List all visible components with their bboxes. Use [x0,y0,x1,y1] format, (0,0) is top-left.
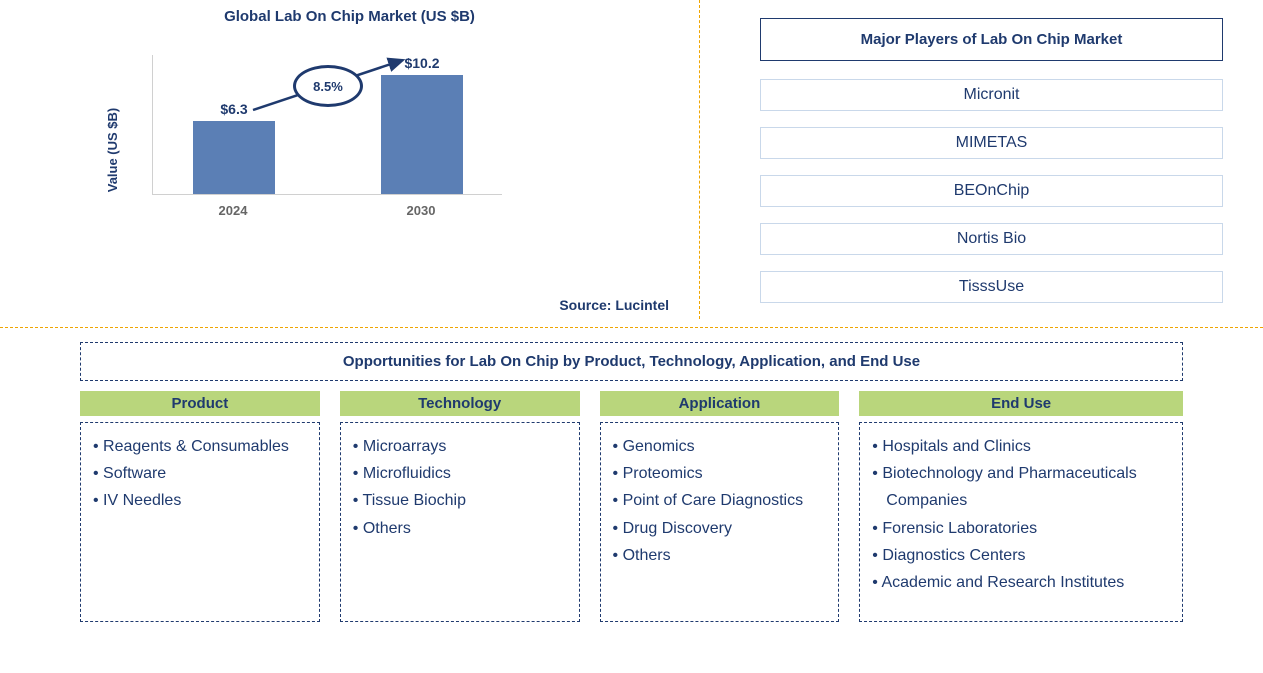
column-item: Microfluidics [353,460,567,487]
column-item: Genomics [613,433,827,460]
column-item: Point of Care Diagnostics [613,487,827,514]
column-item: Biotechnology and Pharmaceuticals Compan… [872,460,1170,514]
bar [193,121,275,195]
column-item: Drug Discovery [613,515,827,542]
bar-value-label: $10.2 [381,55,463,71]
column-header: End Use [859,391,1183,416]
growth-rate-ellipse: 8.5% [293,65,363,107]
opportunity-column: End Use Hospitals and ClinicsBiotechnolog… [859,391,1183,622]
column-item: Reagents & Consumables [93,433,307,460]
x-tick-label: 2030 [380,203,462,218]
column-header: Product [80,391,320,416]
column-body: GenomicsProteomicsPoint of Care Diagnost… [600,422,840,622]
y-axis-label: Value (US $B) [105,108,120,193]
column-body: Reagents & ConsumablesSoftwareIV Needles [80,422,320,622]
opportunities-columns: Product Reagents & ConsumablesSoftwareIV … [0,391,1263,622]
column-item: IV Needles [93,487,307,514]
column-item: Proteomics [613,460,827,487]
opportunity-column: Product Reagents & ConsumablesSoftwareIV … [80,391,320,622]
column-body: Hospitals and ClinicsBiotechnology and P… [859,422,1183,622]
plot-area: $6.3 $10.2 8.5% [152,55,502,195]
player-item: BEOnChip [760,175,1223,207]
column-body: MicroarraysMicrofluidicsTissue BiochipOt… [340,422,580,622]
chart-title: Global Lab On Chip Market (US $B) [20,8,679,25]
column-item: Others [353,515,567,542]
column-item: Academic and Research Institutes [872,569,1170,596]
bar-chart: Value (US $B) $6.3$10.2 8.5% 20242030 [140,55,560,245]
column-item: Others [613,542,827,569]
top-section: Global Lab On Chip Market (US $B) Value … [0,0,1263,328]
bar-value-label: $6.3 [193,101,275,117]
column-item: Diagnostics Centers [872,542,1170,569]
player-item: Micronit [760,79,1223,111]
opportunity-column: Application GenomicsProteomicsPoint of Ca… [600,391,840,622]
opportunities-header: Opportunities for Lab On Chip by Product… [80,342,1183,381]
player-item: Nortis Bio [760,223,1223,255]
column-item: Forensic Laboratories [872,515,1170,542]
opportunity-column: Technology MicroarraysMicrofluidicsTissue… [340,391,580,622]
column-header: Technology [340,391,580,416]
source-label: Source: Lucintel [559,297,669,313]
column-header: Application [600,391,840,416]
players-title: Major Players of Lab On Chip Market [760,18,1223,61]
column-item: Microarrays [353,433,567,460]
chart-panel: Global Lab On Chip Market (US $B) Value … [0,0,700,319]
column-item: Tissue Biochip [353,487,567,514]
player-item: TisssUse [760,271,1223,303]
growth-rate-label: 8.5% [313,79,343,94]
column-item: Software [93,460,307,487]
bar [381,75,463,194]
player-item: MIMETAS [760,127,1223,159]
column-item: Hospitals and Clinics [872,433,1170,460]
x-tick-label: 2024 [192,203,274,218]
players-panel: Major Players of Lab On Chip Market Micr… [700,0,1263,319]
